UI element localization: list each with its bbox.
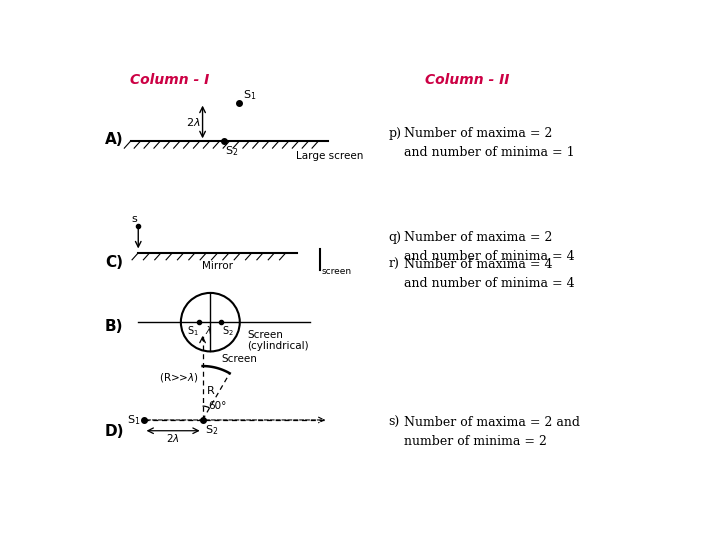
Text: Column - II: Column - II xyxy=(425,73,510,88)
Text: R: R xyxy=(207,386,214,396)
Text: S$_2$: S$_2$ xyxy=(225,144,238,158)
Text: and number of minima = 1: and number of minima = 1 xyxy=(404,146,574,159)
Text: Mirror: Mirror xyxy=(202,261,233,271)
Text: screen: screen xyxy=(322,267,352,276)
Text: number of minima = 2: number of minima = 2 xyxy=(404,435,547,448)
Text: S$_1$: S$_1$ xyxy=(187,324,199,338)
Text: and number of minima = 4: and number of minima = 4 xyxy=(404,277,574,290)
Text: 2$\lambda$: 2$\lambda$ xyxy=(186,116,200,128)
Text: 2$\lambda$: 2$\lambda$ xyxy=(167,431,180,443)
Text: Number of maxima = 2: Number of maxima = 2 xyxy=(404,231,553,244)
Text: S$_1$: S$_1$ xyxy=(243,88,257,102)
Text: (R>>$\lambda$): (R>>$\lambda$) xyxy=(159,371,199,384)
Text: Screen: Screen xyxy=(221,354,257,364)
Text: Screen
(cylindrical): Screen (cylindrical) xyxy=(247,330,309,351)
Text: s): s) xyxy=(389,416,400,429)
Text: D): D) xyxy=(105,424,124,439)
Text: S$_2$: S$_2$ xyxy=(205,423,218,437)
Text: q): q) xyxy=(389,231,401,244)
Text: $\lambda$: $\lambda$ xyxy=(205,324,212,336)
Text: Large screen: Large screen xyxy=(295,151,363,161)
Text: S$_1$: S$_1$ xyxy=(127,413,141,427)
Text: Number of maxima = 2: Number of maxima = 2 xyxy=(404,127,553,140)
Text: and number of minima = 4: and number of minima = 4 xyxy=(404,250,574,263)
Text: Number of maxima = 4: Number of maxima = 4 xyxy=(404,258,553,271)
Text: s: s xyxy=(131,214,136,224)
Text: S$_2$: S$_2$ xyxy=(222,324,234,338)
Text: 60°: 60° xyxy=(208,401,226,410)
Text: Number of maxima = 2 and: Number of maxima = 2 and xyxy=(404,416,580,429)
Text: r): r) xyxy=(389,258,399,271)
Text: B): B) xyxy=(105,318,124,334)
Text: A): A) xyxy=(105,132,124,147)
Text: C): C) xyxy=(105,255,123,270)
Text: p): p) xyxy=(389,127,401,140)
Text: Column - I: Column - I xyxy=(129,73,209,88)
